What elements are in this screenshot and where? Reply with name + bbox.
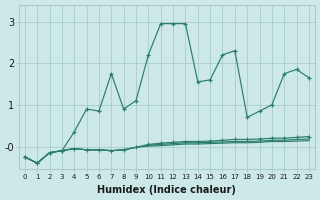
X-axis label: Humidex (Indice chaleur): Humidex (Indice chaleur)	[98, 185, 236, 195]
